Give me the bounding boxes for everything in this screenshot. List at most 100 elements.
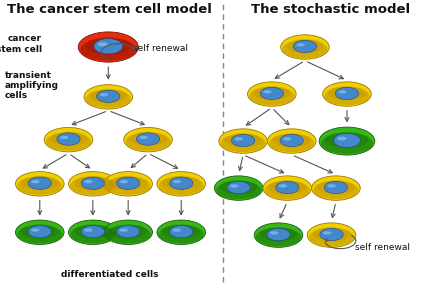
- Ellipse shape: [267, 129, 316, 153]
- Ellipse shape: [324, 181, 347, 194]
- Ellipse shape: [69, 172, 117, 196]
- Ellipse shape: [119, 228, 128, 232]
- Ellipse shape: [104, 172, 152, 196]
- Ellipse shape: [94, 39, 123, 54]
- Ellipse shape: [313, 181, 358, 199]
- Text: transient
amplifying
cells: transient amplifying cells: [4, 71, 58, 100]
- Ellipse shape: [172, 180, 181, 183]
- Text: self renewal: self renewal: [133, 44, 187, 53]
- Ellipse shape: [323, 82, 371, 106]
- Ellipse shape: [157, 220, 206, 245]
- Ellipse shape: [328, 86, 366, 100]
- Ellipse shape: [31, 228, 39, 232]
- Ellipse shape: [60, 136, 68, 139]
- Ellipse shape: [117, 225, 140, 238]
- Text: self renewal: self renewal: [355, 243, 410, 253]
- Ellipse shape: [70, 176, 115, 195]
- Ellipse shape: [227, 181, 250, 194]
- Ellipse shape: [269, 134, 314, 152]
- Ellipse shape: [80, 38, 136, 61]
- Ellipse shape: [224, 133, 262, 147]
- Ellipse shape: [86, 89, 131, 108]
- Ellipse shape: [85, 37, 132, 54]
- Ellipse shape: [157, 172, 206, 196]
- Ellipse shape: [84, 228, 92, 232]
- Text: differentiated cells: differentiated cells: [61, 270, 158, 279]
- Ellipse shape: [230, 184, 238, 188]
- Ellipse shape: [312, 176, 360, 200]
- Ellipse shape: [267, 228, 290, 241]
- Ellipse shape: [265, 181, 310, 199]
- Ellipse shape: [129, 132, 167, 146]
- Ellipse shape: [84, 180, 92, 183]
- Ellipse shape: [17, 225, 62, 243]
- Text: cancer
stem cell: cancer stem cell: [0, 34, 42, 54]
- Ellipse shape: [162, 176, 200, 190]
- Ellipse shape: [263, 90, 271, 93]
- Ellipse shape: [117, 177, 140, 190]
- Ellipse shape: [325, 132, 369, 148]
- Ellipse shape: [81, 225, 104, 238]
- Ellipse shape: [276, 181, 299, 194]
- Ellipse shape: [219, 129, 267, 153]
- Ellipse shape: [74, 176, 112, 190]
- Ellipse shape: [21, 224, 59, 238]
- Ellipse shape: [324, 87, 370, 105]
- Ellipse shape: [296, 43, 305, 46]
- Ellipse shape: [84, 85, 133, 109]
- Ellipse shape: [15, 220, 64, 245]
- Ellipse shape: [234, 137, 243, 141]
- Ellipse shape: [321, 133, 373, 154]
- Ellipse shape: [220, 180, 258, 194]
- Ellipse shape: [15, 172, 64, 196]
- Ellipse shape: [172, 228, 181, 232]
- Ellipse shape: [253, 86, 291, 100]
- Ellipse shape: [260, 87, 283, 100]
- Ellipse shape: [81, 177, 104, 190]
- Ellipse shape: [293, 40, 316, 53]
- Ellipse shape: [283, 137, 291, 141]
- Ellipse shape: [106, 225, 151, 243]
- Ellipse shape: [137, 133, 160, 145]
- Ellipse shape: [259, 227, 297, 241]
- Ellipse shape: [104, 220, 152, 245]
- Ellipse shape: [338, 90, 347, 93]
- Ellipse shape: [263, 176, 312, 200]
- Ellipse shape: [307, 223, 356, 247]
- Ellipse shape: [28, 225, 51, 238]
- Ellipse shape: [139, 136, 148, 139]
- Ellipse shape: [268, 180, 306, 194]
- Ellipse shape: [28, 177, 51, 190]
- Ellipse shape: [126, 132, 171, 151]
- Ellipse shape: [320, 228, 343, 241]
- Ellipse shape: [46, 132, 91, 151]
- Ellipse shape: [109, 176, 147, 190]
- Ellipse shape: [273, 133, 311, 147]
- Ellipse shape: [78, 32, 138, 62]
- Ellipse shape: [89, 89, 127, 103]
- Text: The cancer stem cell model: The cancer stem cell model: [7, 3, 212, 16]
- Ellipse shape: [70, 225, 115, 243]
- Text: The stochastic model: The stochastic model: [251, 3, 410, 16]
- Ellipse shape: [254, 223, 303, 247]
- Ellipse shape: [337, 137, 347, 141]
- Ellipse shape: [335, 87, 358, 100]
- Ellipse shape: [74, 224, 112, 238]
- Ellipse shape: [170, 177, 193, 190]
- Ellipse shape: [221, 134, 266, 152]
- Ellipse shape: [334, 133, 360, 147]
- Ellipse shape: [278, 184, 287, 188]
- Ellipse shape: [216, 181, 261, 199]
- Ellipse shape: [214, 176, 263, 200]
- Ellipse shape: [124, 127, 172, 152]
- Ellipse shape: [256, 228, 301, 246]
- Ellipse shape: [50, 132, 88, 146]
- Ellipse shape: [69, 220, 117, 245]
- Ellipse shape: [31, 180, 39, 183]
- Ellipse shape: [327, 184, 335, 188]
- Ellipse shape: [170, 225, 193, 238]
- Ellipse shape: [286, 39, 324, 53]
- Ellipse shape: [97, 90, 120, 103]
- Ellipse shape: [282, 40, 328, 58]
- Ellipse shape: [319, 127, 375, 155]
